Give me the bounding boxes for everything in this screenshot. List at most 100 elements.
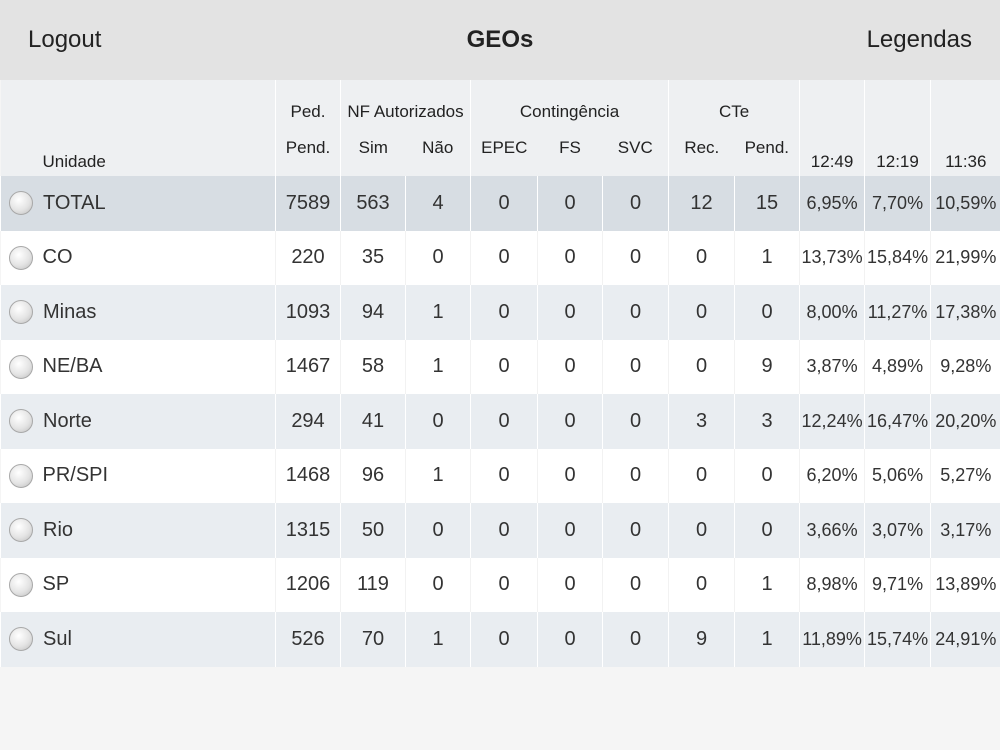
cell-pct-2: 7,70%	[864, 176, 931, 231]
cell-nf-sim: 70	[340, 612, 406, 667]
radio-icon[interactable]	[9, 518, 33, 543]
geos-table: Unidade Ped. NF Autorizados Contingência…	[0, 80, 1000, 667]
cell-pct-1: 3,87%	[799, 339, 865, 394]
cell-pct-2: 11,27%	[864, 285, 931, 340]
header-svc: SVC	[617, 138, 653, 157]
cell-unidade[interactable]: SP	[1, 558, 276, 613]
cell-unidade[interactable]: PR/SPI	[1, 449, 276, 504]
cell-nf-nao: 1	[404, 448, 471, 503]
radio-icon[interactable]	[8, 463, 33, 488]
cell-ped-pend: 1467	[275, 339, 341, 394]
cell-epec: 0	[470, 394, 538, 449]
header-rec: Rec.	[668, 126, 735, 176]
cell-nf-sim: 119	[340, 557, 406, 612]
table-row[interactable]: TOTAL 7589 563 4 0 0 0 12 15 6,95% 7,70% 10,59%	[0, 176, 1000, 231]
cell-ped-pend: 1093	[275, 285, 341, 340]
cell-cte-rec: 9	[668, 612, 735, 667]
header-time-1: 12:49	[799, 80, 865, 176]
header-fs: FS	[559, 138, 581, 157]
radio-icon[interactable]	[8, 572, 33, 597]
cell-cte-rec: 0	[668, 557, 735, 612]
cell-nf-nao: 1	[404, 612, 471, 667]
cell-fs: 0	[537, 339, 603, 394]
unit-wrap: PR/SPI	[8, 463, 276, 488]
table-row[interactable]: PR/SPI 1468 96 1 0 0 0 0 0 6,20% 5,06% 5,27%	[0, 448, 1000, 504]
cell-unidade[interactable]: Rio	[0, 503, 276, 558]
radio-icon[interactable]	[8, 354, 33, 379]
header-pend: Pend.	[275, 126, 341, 176]
radio-icon[interactable]	[8, 245, 33, 270]
cell-epec: 0	[470, 557, 538, 612]
cell-cte-pend: 1	[734, 557, 800, 612]
unit-wrap: Minas	[9, 300, 275, 325]
cell-ped-pend: 294	[275, 394, 341, 449]
cell-svc: 0	[602, 339, 669, 394]
cell-nf-nao: 4	[404, 176, 471, 231]
cell-unidade[interactable]: CO	[1, 231, 276, 286]
cell-fs: 0	[537, 394, 603, 449]
header-sim: Sim	[340, 126, 406, 176]
cell-unidade[interactable]: Norte	[0, 394, 276, 449]
cell-pct-2: 5,06%	[864, 448, 931, 503]
cell-pct-1: 12,24%	[799, 394, 865, 449]
cell-cte-rec: 12	[668, 176, 735, 231]
cell-epec: 0	[470, 176, 538, 231]
cell-fs: 0	[537, 448, 603, 503]
cell-pct-3: 10,59%	[930, 176, 1000, 231]
unit-wrap: NE/BA	[8, 354, 276, 379]
cell-unidade[interactable]: Sul	[0, 612, 276, 667]
cell-cte-pend: 15	[734, 176, 800, 231]
cell-svc: 0	[602, 612, 669, 667]
cell-epec: 0	[470, 339, 538, 394]
unit-label: TOTAL	[43, 191, 106, 214]
header-cte-pend: Pend.	[744, 138, 790, 157]
table-row[interactable]: CO 220 35 0 0 0 0 0 1 13,73% 15,84% 21,99%	[0, 230, 1000, 286]
unit-wrap: Rio	[9, 518, 275, 543]
unit-label: Sul	[43, 627, 72, 650]
cell-unidade[interactable]: Minas	[0, 285, 276, 340]
header-cte: CTe	[668, 80, 800, 126]
cell-cte-pend: 0	[734, 448, 800, 503]
cell-nf-nao: 0	[404, 557, 471, 612]
cell-cte-pend: 1	[734, 230, 800, 285]
cell-pct-3: 9,28%	[930, 339, 1000, 394]
table-row[interactable]: Minas 1093 94 1 0 0 0 0 0 8,00% 11,27% 17,38%	[0, 285, 1000, 340]
cell-pct-1: 3,66%	[799, 503, 865, 558]
cell-unidade[interactable]: TOTAL	[0, 176, 276, 231]
radio-icon[interactable]	[9, 300, 33, 325]
table-row[interactable]: NE/BA 1467 58 1 0 0 0 0 9 3,87% 4,89% 9,28%	[0, 339, 1000, 395]
cell-unidade[interactable]: NE/BA	[1, 340, 276, 395]
cell-fs: 0	[537, 230, 603, 285]
header-time-2: 12:19	[864, 80, 931, 176]
cell-nf-sim: 96	[340, 448, 406, 503]
legend-button[interactable]: Legendas	[866, 26, 972, 53]
cell-pct-3: 24,91%	[930, 612, 1000, 667]
cell-svc: 0	[602, 394, 669, 449]
cell-pct-3: 20,20%	[930, 394, 1000, 449]
unit-label: Norte	[43, 409, 92, 432]
cell-pct-2: 9,71%	[864, 557, 931, 612]
cell-pct-3: 3,17%	[930, 503, 1000, 558]
radio-icon[interactable]	[9, 191, 33, 216]
table-row[interactable]: Sul 526 70 1 0 0 0 9 1 11,89% 15,74% 24,91%	[0, 612, 1000, 667]
cell-svc: 0	[602, 557, 669, 612]
table-row[interactable]: Rio 1315 50 0 0 0 0 0 0 3,66% 3,07% 3,17%	[0, 503, 1000, 558]
page-title: GEOs	[466, 26, 534, 53]
logout-button[interactable]: Logout	[28, 26, 102, 53]
navigation-bar: Logout GEOs Legendas	[0, 0, 1000, 80]
radio-icon[interactable]	[9, 627, 33, 652]
cell-pct-2: 15,74%	[864, 612, 931, 667]
cell-pct-2: 15,84%	[864, 230, 931, 285]
unit-label: Minas	[43, 300, 97, 323]
table-row[interactable]: Norte 294 41 0 0 0 0 3 3 12,24% 16,47% 20,20%	[0, 394, 1000, 449]
cell-pct-3: 5,27%	[930, 448, 1000, 503]
cell-cte-pend: 1	[734, 612, 800, 667]
table-row[interactable]: SP 1206 119 0 0 0 0 0 1 8,98% 9,71% 13,89%	[0, 557, 1000, 613]
header-contingencia: Contingência	[470, 80, 669, 126]
radio-icon[interactable]	[9, 409, 33, 434]
cell-epec: 0	[470, 230, 538, 285]
cell-svc: 0	[602, 285, 669, 340]
unit-label: PR/SPI	[42, 464, 109, 487]
cell-ped-pend: 1315	[275, 503, 341, 558]
cell-nf-nao: 0	[404, 503, 471, 558]
